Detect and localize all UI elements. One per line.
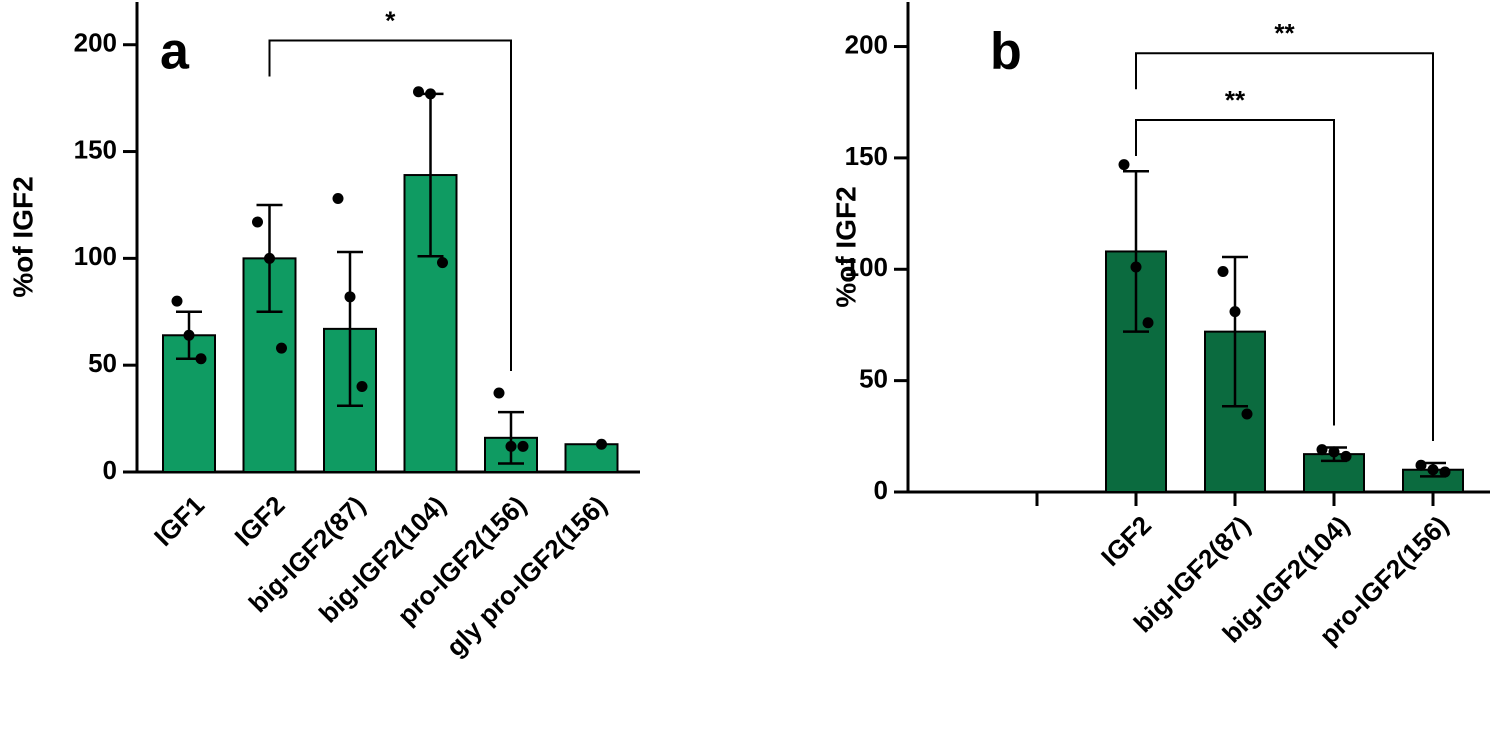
data-point bbox=[195, 353, 207, 365]
data-point bbox=[1427, 464, 1439, 476]
y-tick-label: 150 bbox=[74, 134, 117, 164]
y-axis-label: %of IGF2 bbox=[830, 186, 861, 307]
data-point bbox=[276, 342, 287, 354]
y-tick-label: 100 bbox=[845, 252, 888, 282]
data-point bbox=[493, 387, 505, 399]
y-tick-label: 200 bbox=[74, 28, 117, 58]
data-point bbox=[1415, 459, 1427, 471]
panel-label: a bbox=[160, 23, 190, 81]
y-axis-label: %of IGF2 bbox=[7, 176, 38, 297]
data-point bbox=[264, 252, 275, 264]
data-point bbox=[332, 193, 344, 205]
y-tick-label: 50 bbox=[88, 348, 117, 378]
panel-label: b bbox=[990, 23, 1022, 81]
data-point bbox=[413, 86, 424, 98]
y-tick-label: 0 bbox=[103, 455, 117, 485]
y-tick-label: 100 bbox=[74, 241, 117, 271]
data-point bbox=[1316, 444, 1328, 456]
data-point bbox=[183, 329, 195, 341]
y-tick-label: 0 bbox=[874, 475, 888, 505]
data-point bbox=[1142, 317, 1154, 329]
data-point bbox=[1241, 408, 1253, 420]
y-tick-label: 200 bbox=[845, 29, 888, 59]
significance-bracket bbox=[268, 39, 512, 371]
data-point bbox=[1217, 266, 1229, 277]
data-point bbox=[356, 381, 368, 393]
data-point bbox=[425, 88, 436, 100]
data-point bbox=[1118, 159, 1130, 171]
data-point bbox=[437, 257, 448, 269]
significance-label: * bbox=[385, 5, 396, 35]
data-point bbox=[171, 295, 183, 307]
significance-label: ** bbox=[1274, 18, 1295, 48]
data-point bbox=[517, 440, 529, 452]
x-tick-label: IGF2 bbox=[229, 490, 291, 552]
data-point bbox=[505, 440, 517, 452]
x-tick-label: IGF2 bbox=[1095, 510, 1157, 572]
data-point bbox=[344, 291, 356, 303]
data-point bbox=[1340, 450, 1352, 462]
data-point bbox=[1439, 466, 1451, 478]
data-point bbox=[1130, 261, 1142, 273]
data-point bbox=[252, 216, 263, 228]
x-tick-label: IGF1 bbox=[148, 490, 210, 552]
significance-label: ** bbox=[1225, 85, 1246, 115]
data-point bbox=[596, 438, 607, 450]
y-tick-label: 50 bbox=[859, 364, 888, 394]
bar bbox=[564, 443, 619, 473]
significance-bracket bbox=[1135, 52, 1434, 442]
significance-bracket bbox=[1135, 119, 1335, 426]
data-point bbox=[1328, 446, 1340, 458]
y-tick-label: 150 bbox=[845, 141, 888, 171]
data-point bbox=[1229, 306, 1241, 318]
